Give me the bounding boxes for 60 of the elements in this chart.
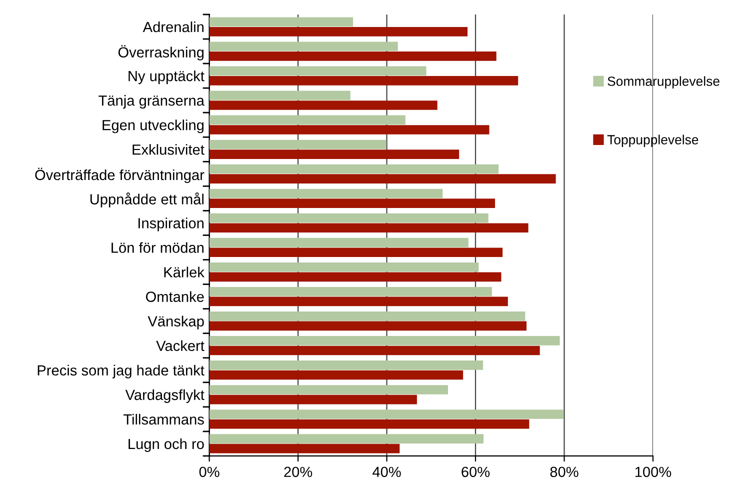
y-tick-label: Vardagsflykt (125, 389, 204, 403)
bar (209, 321, 527, 331)
y-tick-label: Ny upptäckt (128, 70, 204, 84)
y-tick-label: Uppnådde ett mål (90, 192, 204, 208)
y-tick-label: Vänskap (148, 316, 204, 330)
bar (209, 164, 499, 174)
bar (209, 115, 406, 125)
bar (209, 434, 484, 444)
bar (209, 262, 479, 272)
y-tick-label: Inspiration (138, 218, 204, 232)
bar (209, 90, 350, 100)
bar (209, 394, 417, 404)
y-tick-label: Exklusivitet (132, 144, 204, 155)
bar (209, 385, 448, 394)
y-tick-label: Lugn och ro (128, 438, 204, 452)
x-tick-label: 20% (284, 466, 312, 478)
bar (209, 198, 496, 208)
y-tick-label: Tänja gränserna (98, 95, 204, 109)
y-tick-label: Vackert (156, 340, 204, 352)
bar (209, 360, 484, 370)
y-tick-label: Överraskning (118, 45, 204, 60)
x-tick-label: 100% (635, 466, 672, 478)
bar (209, 188, 443, 198)
bar (209, 238, 468, 248)
y-tick-label: Precis som jag hade tänkt (38, 364, 204, 378)
bar (209, 410, 564, 419)
bar (209, 27, 468, 36)
x-tick-label: 40% (372, 466, 401, 478)
y-tick-label: Egen utveckling (102, 120, 204, 134)
y-tick-label: Lön för mödan (112, 242, 204, 253)
bar (209, 272, 502, 282)
y-tick-label: Omtanke (146, 291, 204, 302)
bar (209, 150, 460, 159)
y-tick-label: Tillsammans (123, 414, 204, 425)
bar (209, 140, 386, 150)
bar (209, 444, 400, 454)
y-tick-label: Kärlek (164, 266, 204, 278)
bar (209, 52, 496, 61)
bar (209, 100, 438, 110)
bar (209, 213, 488, 223)
bar (209, 296, 508, 306)
bar (209, 174, 556, 184)
bar (209, 248, 503, 258)
bar (209, 76, 518, 86)
bar (209, 336, 560, 346)
bar (209, 223, 528, 233)
bar (209, 370, 464, 380)
bar (209, 419, 530, 429)
bar (209, 286, 492, 296)
x-tick-label: 60% (462, 466, 490, 478)
bar (209, 42, 398, 52)
bar (209, 66, 426, 76)
y-tick-label: Överträffade förväntningar (35, 168, 204, 184)
x-tick-label: 0% (199, 466, 220, 478)
y-tick-label: Adrenalin (142, 21, 204, 32)
bar (209, 311, 526, 321)
bar (209, 125, 490, 134)
bar (209, 17, 354, 27)
bar (209, 346, 540, 356)
x-tick-label: 80% (550, 466, 578, 478)
